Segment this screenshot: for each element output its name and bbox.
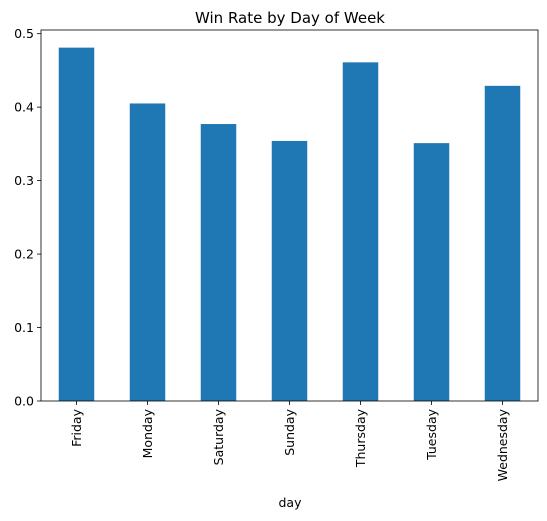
y-tick-label: 0.1 (14, 320, 34, 335)
bar-friday (58, 47, 95, 401)
x-axis: Friday Monday Saturday Sunday Thursday Tuesda… (69, 401, 510, 481)
x-tick-label: Friday (69, 408, 84, 446)
x-tick-label: Wednesday (495, 408, 510, 481)
y-tick-label: 0.0 (14, 394, 34, 409)
x-tick-label: Tuesday (424, 408, 439, 460)
x-tick-label: Saturday (211, 408, 226, 465)
x-tick-label: Monday (140, 408, 155, 458)
bar-wednesday (484, 85, 521, 401)
bar-saturday (200, 124, 237, 401)
bar-thursday (342, 62, 379, 401)
y-tick-label: 0.4 (14, 100, 34, 115)
x-tick-label: Thursday (353, 408, 368, 468)
x-tick-label: Sunday (282, 408, 297, 455)
bars-group (58, 47, 521, 402)
bar-sunday (271, 140, 308, 401)
y-tick-label: 0.3 (14, 173, 34, 188)
bar-tuesday (413, 143, 450, 401)
y-tick-label: 0.2 (14, 247, 34, 262)
x-axis-label: day (279, 495, 303, 510)
bar-monday (129, 103, 166, 402)
plot-frame (40, 29, 539, 402)
chart-title: Win Rate by Day of Week (195, 9, 385, 27)
y-axis: 0.0 0.1 0.2 0.3 0.4 0.5 (14, 26, 41, 409)
y-tick-label: 0.5 (14, 26, 34, 41)
